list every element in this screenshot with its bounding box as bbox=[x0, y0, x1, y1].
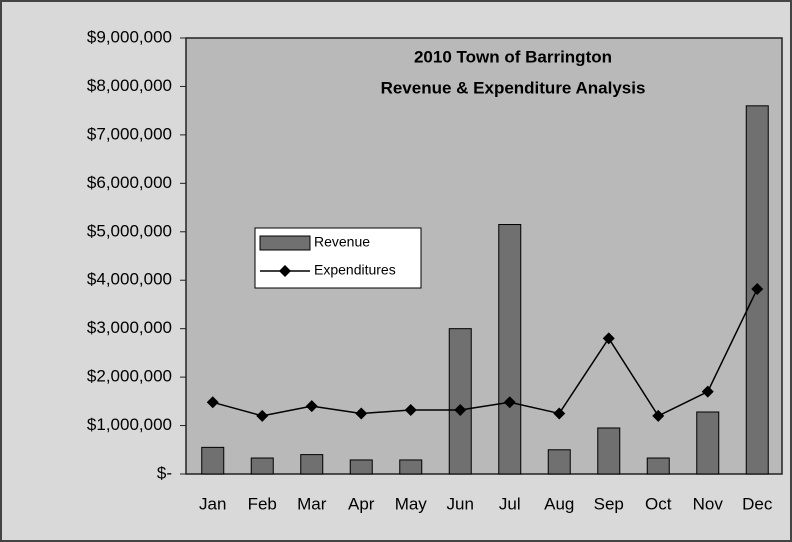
marker bbox=[701, 385, 714, 398]
legend-marker bbox=[279, 265, 291, 277]
legend-label: Expenditures bbox=[314, 262, 396, 278]
x-tick-label: Jun bbox=[447, 494, 474, 513]
y-tick-label: $4,000,000 bbox=[87, 270, 172, 289]
marker bbox=[602, 332, 615, 345]
bar bbox=[646, 457, 670, 475]
bar bbox=[696, 411, 720, 475]
marker bbox=[652, 409, 665, 422]
bar bbox=[250, 457, 274, 475]
x-tick-label: Apr bbox=[348, 494, 375, 513]
bar bbox=[399, 459, 423, 475]
bar bbox=[201, 446, 225, 475]
y-tick-label: $2,000,000 bbox=[87, 367, 172, 386]
y-tick-label: $7,000,000 bbox=[87, 124, 172, 143]
x-tick-label: Feb bbox=[248, 494, 277, 513]
x-tick-label: Mar bbox=[297, 494, 327, 513]
y-tick-label: $3,000,000 bbox=[87, 318, 172, 337]
marker bbox=[305, 400, 318, 413]
line bbox=[212, 288, 758, 417]
y-tick-label: $9,000,000 bbox=[87, 27, 172, 46]
y-tick-label: $6,000,000 bbox=[87, 173, 172, 192]
legend-label: Revenue bbox=[314, 234, 370, 250]
marker bbox=[454, 404, 467, 417]
marker bbox=[206, 396, 219, 409]
y-tick-label: $- bbox=[157, 463, 172, 482]
bar bbox=[448, 328, 472, 475]
x-tick-label: Jan bbox=[199, 494, 226, 513]
marker bbox=[751, 282, 764, 295]
chart-title: 2010 Town of Barrington bbox=[414, 47, 612, 66]
x-tick-label: Jul bbox=[499, 494, 521, 513]
bar bbox=[349, 459, 373, 475]
x-tick-label: Sep bbox=[594, 494, 624, 513]
x-tick-label: Aug bbox=[544, 494, 574, 513]
legend-swatch bbox=[259, 235, 311, 251]
marker bbox=[553, 407, 566, 420]
x-tick-label: Oct bbox=[645, 494, 672, 513]
x-tick-label: Nov bbox=[693, 494, 724, 513]
marker bbox=[355, 407, 368, 420]
marker bbox=[503, 396, 516, 409]
y-tick-label: $1,000,000 bbox=[87, 415, 172, 434]
bar bbox=[547, 449, 571, 475]
chart-subtitle: Revenue & Expenditure Analysis bbox=[381, 78, 646, 97]
x-tick-label: May bbox=[395, 494, 428, 513]
x-tick-label: Dec bbox=[742, 494, 773, 513]
y-tick-label: $5,000,000 bbox=[87, 221, 172, 240]
marker bbox=[256, 409, 269, 422]
y-tick-label: $8,000,000 bbox=[87, 76, 172, 95]
bar bbox=[498, 224, 522, 475]
marker bbox=[404, 404, 417, 417]
bar bbox=[597, 427, 621, 475]
bar bbox=[300, 454, 324, 475]
